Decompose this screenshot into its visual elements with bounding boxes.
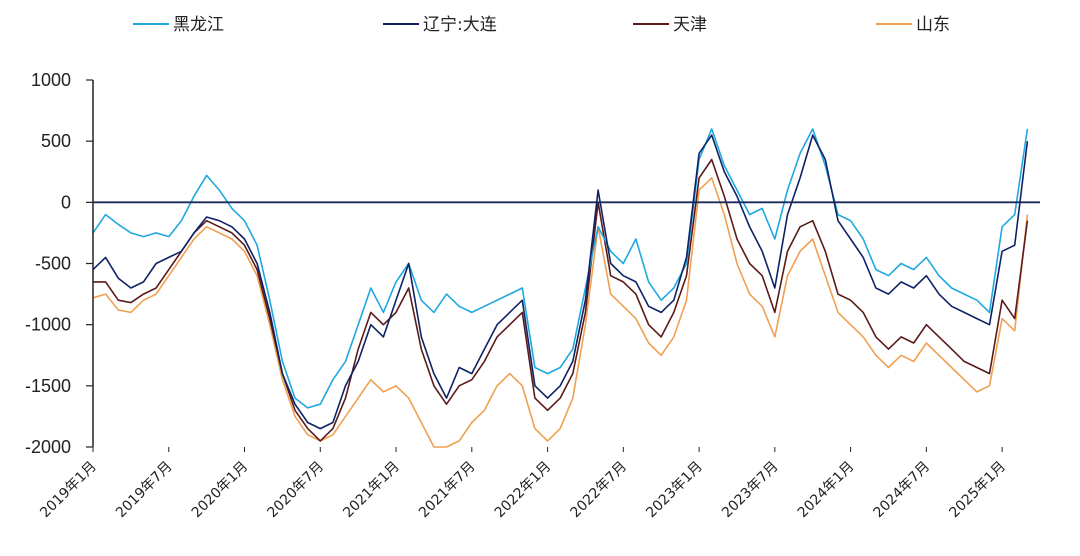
y-tick-label: -1000 [25, 315, 71, 335]
x-axis-ticks: 2019年1月 2019年7月 2020年1月 2020年7月 2021年1月 2021年… [37, 447, 1009, 521]
x-tick-label: 2021年7月 [416, 459, 479, 522]
x-tick-label: 2025年1月 [946, 459, 1009, 522]
y-tick-label: -1500 [25, 376, 71, 396]
series-lines [92, 128, 1029, 448]
legend: 黑龙江 辽宁:大连 天津 山东 [133, 15, 950, 35]
x-tick-label: 2023年7月 [719, 459, 782, 522]
y-tick-label: 500 [41, 131, 71, 151]
series-line-2 [93, 158, 1029, 442]
legend-label: 黑龙江 [173, 15, 224, 35]
y-tick-label: -2000 [25, 437, 71, 457]
x-tick-label: 2022年7月 [568, 459, 631, 522]
y-axis-ticks: 1000 500 0 -500 -1000 -1500 -2000 [25, 70, 93, 457]
y-tick-label: 0 [61, 192, 71, 212]
x-tick-label: 2024年1月 [795, 459, 858, 522]
x-tick-label: 2021年1月 [340, 459, 403, 522]
x-tick-label: 2024年7月 [871, 459, 934, 522]
legend-label: 天津 [673, 15, 707, 35]
x-tick-label: 2020年1月 [189, 459, 252, 522]
x-tick-label: 2023年1月 [643, 459, 706, 522]
legend-label: 辽宁:大连 [423, 15, 497, 35]
series-line-3 [92, 177, 1029, 448]
x-tick-label: 2022年1月 [492, 459, 555, 522]
y-tick-label: 1000 [31, 70, 71, 90]
x-tick-label: 2020年7月 [264, 459, 327, 522]
x-tick-label: 2019年7月 [113, 459, 176, 522]
series-line-0 [92, 128, 1029, 409]
legend-label: 山东 [916, 15, 950, 35]
y-tick-label: -500 [35, 254, 71, 274]
x-tick-label: 2019年1月 [37, 459, 100, 522]
series-line-1 [92, 134, 1029, 430]
